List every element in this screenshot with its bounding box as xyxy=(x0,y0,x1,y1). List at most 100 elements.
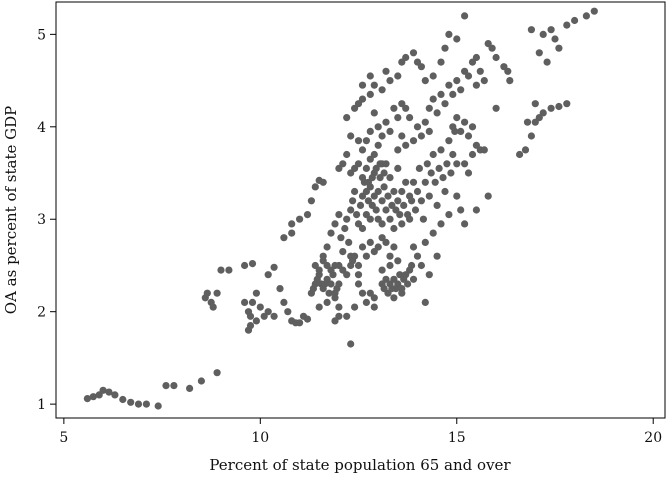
data-point xyxy=(506,77,514,85)
data-point xyxy=(464,169,473,177)
data-point xyxy=(339,248,347,256)
data-point xyxy=(358,289,367,297)
data-point xyxy=(425,271,433,279)
data-point xyxy=(472,53,480,62)
data-point xyxy=(402,141,410,149)
data-point xyxy=(99,386,107,394)
data-point xyxy=(419,215,427,223)
x-axis: 5 10 15 20 xyxy=(59,418,662,446)
data-point xyxy=(437,146,445,154)
data-point xyxy=(358,81,367,89)
data-point xyxy=(582,12,591,20)
data-point xyxy=(408,197,416,205)
data-point xyxy=(370,81,378,89)
data-point xyxy=(531,100,539,108)
data-point xyxy=(384,192,392,200)
data-point xyxy=(382,67,390,75)
data-point xyxy=(402,53,410,62)
data-point xyxy=(390,224,398,233)
data-point xyxy=(394,146,402,154)
data-point xyxy=(547,104,555,112)
data-point xyxy=(315,303,323,311)
data-point xyxy=(248,260,257,268)
data-point xyxy=(398,220,406,228)
data-point xyxy=(445,211,453,219)
data-point xyxy=(252,317,260,325)
data-point xyxy=(425,127,433,135)
data-point xyxy=(358,224,367,233)
data-point xyxy=(421,118,429,126)
data-point xyxy=(394,72,402,80)
data-point xyxy=(380,183,388,191)
data-point xyxy=(390,243,398,251)
data-point xyxy=(331,317,339,325)
data-point xyxy=(461,160,469,168)
data-point xyxy=(390,187,398,196)
data-point xyxy=(284,308,292,316)
data-point xyxy=(354,261,363,270)
data-point xyxy=(264,271,272,279)
data-point xyxy=(563,21,571,29)
x-axis-title: Percent of state population 65 and over xyxy=(209,456,511,474)
data-point xyxy=(343,312,351,320)
data-point xyxy=(398,132,406,140)
data-point xyxy=(417,63,425,71)
data-point xyxy=(358,243,367,251)
data-point xyxy=(449,90,457,98)
y-tick-label: 2 xyxy=(37,305,46,321)
data-point xyxy=(380,169,388,177)
data-point xyxy=(539,109,547,117)
data-point xyxy=(370,294,378,302)
data-point xyxy=(390,104,398,112)
data-point xyxy=(488,44,496,52)
data-point xyxy=(366,238,374,246)
data-point xyxy=(270,312,278,320)
data-point xyxy=(464,72,473,80)
data-point xyxy=(390,294,398,302)
data-point xyxy=(335,280,343,288)
data-point xyxy=(370,150,378,159)
data-point xyxy=(480,146,488,154)
data-point xyxy=(246,312,255,320)
data-point xyxy=(331,294,339,302)
data-point xyxy=(492,53,500,62)
data-point xyxy=(457,86,465,94)
data-point xyxy=(547,26,555,34)
data-point xyxy=(398,100,406,108)
data-point xyxy=(535,49,543,57)
data-point xyxy=(413,252,422,260)
data-point xyxy=(449,150,457,159)
data-point xyxy=(555,102,563,111)
data-point xyxy=(409,243,418,251)
data-point xyxy=(347,206,355,214)
data-point xyxy=(398,187,406,196)
data-point xyxy=(358,146,367,154)
x-tick-label: 15 xyxy=(448,430,466,446)
data-point xyxy=(409,178,418,186)
data-point xyxy=(241,298,249,306)
data-point xyxy=(409,137,418,145)
data-point xyxy=(323,298,331,306)
data-point xyxy=(354,280,363,288)
y-tick-label: 1 xyxy=(37,397,46,413)
data-point xyxy=(386,127,394,135)
data-point xyxy=(398,289,406,297)
data-point xyxy=(246,322,255,330)
data-point xyxy=(370,109,378,117)
data-point xyxy=(382,206,390,214)
data-point xyxy=(457,127,465,135)
data-point xyxy=(492,104,500,112)
data-point xyxy=(366,127,374,135)
data-point xyxy=(197,377,205,385)
data-point xyxy=(203,289,211,297)
data-point xyxy=(343,215,351,223)
data-point xyxy=(453,192,461,200)
data-point xyxy=(354,137,363,145)
data-point xyxy=(119,395,127,404)
data-point xyxy=(449,123,457,131)
data-point xyxy=(378,86,386,94)
data-point xyxy=(276,285,284,293)
data-point xyxy=(256,303,264,311)
data-point xyxy=(343,271,351,279)
data-point xyxy=(374,243,382,251)
